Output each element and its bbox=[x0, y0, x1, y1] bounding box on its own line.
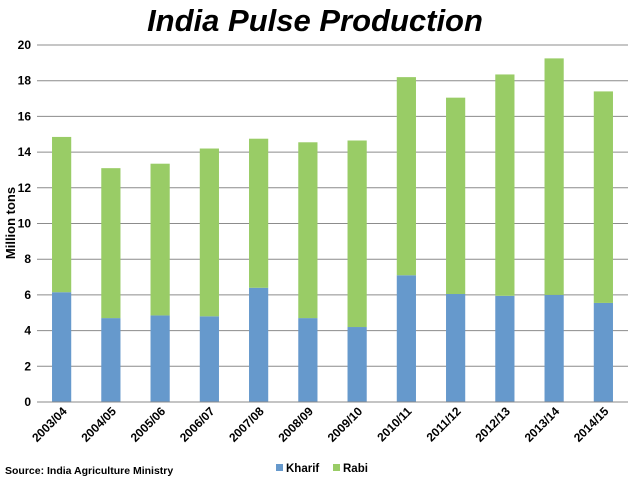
legend: Kharif Rabi bbox=[276, 463, 368, 475]
bar-rabi-2008/09 bbox=[298, 142, 318, 319]
bar-kharif-2008/09 bbox=[298, 318, 318, 402]
bar-kharif-2003/04 bbox=[52, 292, 72, 402]
bar-rabi-2003/04 bbox=[52, 136, 72, 293]
y-tick-label: 8 bbox=[24, 252, 31, 266]
source-note: Source: India Agriculture Ministry bbox=[5, 465, 173, 477]
legend-swatch-rabi bbox=[333, 464, 340, 471]
y-tick-label: 4 bbox=[24, 324, 31, 338]
x-axis-ticks: 2003/04 2004/05 2005/06 2006/07 2007/08 2008/… bbox=[29, 404, 612, 445]
y-axis-label: Million tons bbox=[3, 187, 18, 259]
bar-rabi-2014/15 bbox=[593, 91, 613, 303]
bar-kharif-2013/14 bbox=[544, 294, 564, 402]
bar-rabi-2013/14 bbox=[544, 58, 564, 295]
y-tick-label: 10 bbox=[18, 217, 32, 231]
bar-kharif-2004/05 bbox=[101, 318, 121, 402]
x-tick-label: 2013/14 bbox=[522, 404, 563, 445]
bar-rabi-2006/07 bbox=[199, 148, 219, 317]
y-tick-label: 6 bbox=[24, 288, 31, 302]
bar-kharif-2012/13 bbox=[495, 295, 515, 402]
bar-rabi-2011/12 bbox=[446, 97, 466, 295]
gridlines bbox=[37, 44, 628, 367]
bar-rabi-2005/06 bbox=[150, 163, 170, 316]
x-tick-label: 2012/13 bbox=[472, 404, 513, 445]
x-tick-label: 2004/05 bbox=[78, 404, 119, 445]
x-tick-label: 2008/09 bbox=[275, 404, 316, 445]
x-tick-label: 2007/08 bbox=[226, 404, 267, 445]
x-tick-label: 2009/10 bbox=[325, 404, 366, 445]
x-tick-label: 2014/15 bbox=[571, 404, 612, 445]
y-tick-label: 20 bbox=[18, 38, 32, 52]
bar-rabi-2004/05 bbox=[101, 168, 121, 319]
bar-kharif-2010/11 bbox=[396, 275, 416, 402]
y-tick-label: 18 bbox=[18, 74, 32, 88]
x-tick-label: 2010/11 bbox=[374, 404, 414, 444]
legend-label-kharif: Kharif bbox=[286, 463, 319, 475]
bar-rabi-2012/13 bbox=[495, 74, 515, 296]
legend-swatch-kharif bbox=[276, 464, 283, 471]
x-tick-label: 2005/06 bbox=[128, 404, 169, 445]
x-tick-label: 2003/04 bbox=[29, 404, 70, 445]
bar-kharif-2007/08 bbox=[249, 287, 269, 402]
bar-rabi-2010/11 bbox=[396, 77, 416, 276]
y-tick-label: 12 bbox=[18, 181, 32, 195]
bar-kharif-2011/12 bbox=[446, 294, 466, 402]
y-tick-label: 2 bbox=[24, 359, 31, 373]
bar-kharif-2014/15 bbox=[593, 302, 613, 402]
legend-label-rabi: Rabi bbox=[343, 463, 368, 475]
x-tick-label: 2006/07 bbox=[177, 404, 218, 445]
y-tick-label: 16 bbox=[18, 109, 32, 123]
bars bbox=[52, 58, 613, 402]
bar-kharif-2005/06 bbox=[150, 315, 170, 402]
y-axis-ticks: 0 2 4 6 8 10 12 14 16 18 20 bbox=[18, 38, 32, 409]
chart-title: India Pulse Production bbox=[147, 3, 483, 38]
y-tick-label: 0 bbox=[24, 395, 31, 409]
bar-rabi-2009/10 bbox=[347, 140, 367, 328]
bar-kharif-2006/07 bbox=[199, 316, 219, 402]
bar-kharif-2009/10 bbox=[347, 327, 367, 402]
y-tick-label: 14 bbox=[18, 145, 32, 159]
bar-rabi-2007/08 bbox=[249, 138, 269, 288]
x-tick-label: 2011/12 bbox=[424, 404, 464, 444]
